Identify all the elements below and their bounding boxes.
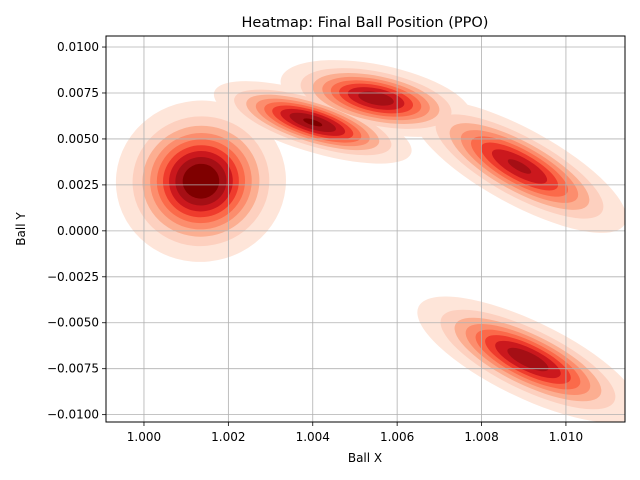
contour-level-7-cluster-2	[358, 91, 394, 106]
x-tick-label: 1.006	[380, 430, 414, 444]
y-tick-label: −0.0050	[47, 316, 99, 330]
x-axis-ticks: 1.000 1.002 1.004 1.006 1.008 1.010	[127, 422, 583, 444]
y-tick-label: 0.0075	[57, 86, 99, 100]
y-tick-label: −0.0025	[47, 270, 99, 284]
x-tick-label: 1.004	[296, 430, 330, 444]
y-tick-label: 0.0000	[57, 224, 99, 238]
plot-frame	[105, 35, 626, 423]
grid-lines	[106, 36, 625, 422]
y-tick-label: 0.0050	[57, 132, 99, 146]
y-tick-label: 0.0025	[57, 178, 99, 192]
y-tick-label: −0.0075	[47, 362, 99, 376]
x-axis-label: Ball X	[348, 451, 382, 465]
contour-level-7-cluster-4	[507, 347, 549, 372]
contour-level-7-cluster-3	[507, 159, 532, 174]
x-tick-label: 1.002	[211, 430, 245, 444]
x-tick-label: 1.000	[127, 430, 161, 444]
heatmap-contours	[115, 60, 625, 422]
contour-level-8-cluster-0	[182, 163, 220, 199]
y-axis-label: Ball Y	[14, 212, 28, 246]
y-tick-label: −0.0100	[47, 408, 99, 422]
x-tick-label: 1.010	[549, 430, 583, 444]
y-tick-label: 0.0100	[57, 40, 99, 54]
x-tick-label: 1.008	[464, 430, 498, 444]
chart-title: Heatmap: Final Ball Position (PPO)	[242, 15, 489, 31]
y-axis-ticks: −0.0100 −0.0075 −0.0050 −0.0025 0.0000 0.0025…	[47, 40, 106, 422]
